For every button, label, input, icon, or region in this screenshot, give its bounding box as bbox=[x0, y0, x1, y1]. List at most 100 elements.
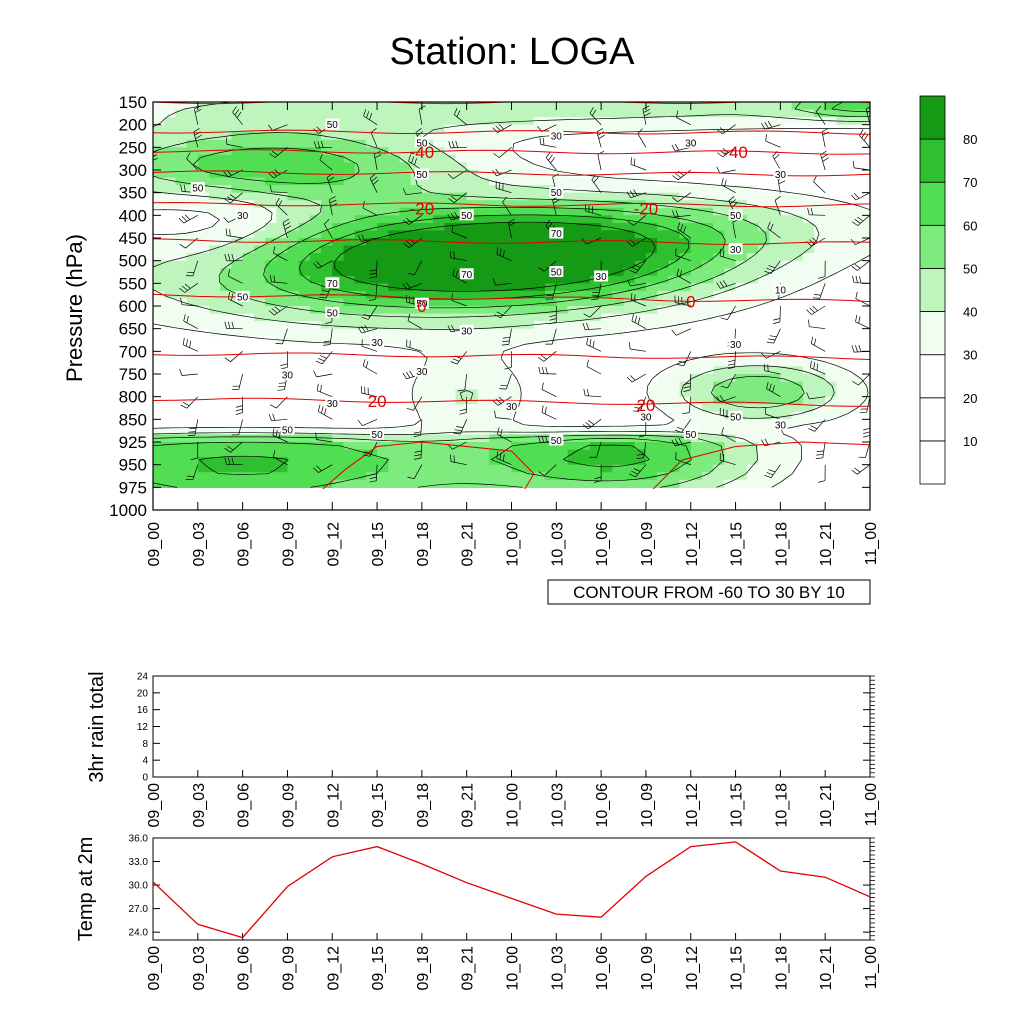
humidity-cell bbox=[589, 290, 602, 300]
humidity-cell bbox=[444, 275, 457, 284]
humidity-cell bbox=[421, 132, 434, 141]
humidity-cell bbox=[645, 479, 658, 488]
humidity-cell bbox=[365, 207, 378, 216]
humidity-cell bbox=[769, 358, 781, 368]
humidity-cell bbox=[153, 200, 165, 209]
humidity-cell bbox=[601, 132, 613, 141]
humidity-cell bbox=[186, 207, 199, 216]
humidity-cell bbox=[186, 366, 199, 375]
humidity-cell bbox=[836, 132, 849, 141]
humidity-cell bbox=[500, 109, 513, 118]
humidity-cell bbox=[724, 358, 737, 368]
humidity-cell bbox=[220, 381, 232, 390]
humidity-cell bbox=[735, 162, 748, 171]
humidity-cell bbox=[388, 374, 401, 383]
humidity-cell bbox=[847, 366, 860, 375]
humidity-cell bbox=[746, 479, 759, 488]
pressure-tick-label: 700 bbox=[119, 342, 147, 361]
humidity-cell bbox=[657, 434, 669, 443]
humidity-cell bbox=[265, 389, 277, 398]
humidity-cell bbox=[556, 457, 569, 466]
humidity-cell bbox=[612, 275, 625, 284]
wind-barb bbox=[357, 418, 378, 427]
humidity-cell bbox=[287, 162, 300, 171]
humidity-cell bbox=[354, 102, 367, 111]
humidity-cell bbox=[858, 139, 870, 148]
humidity-cell bbox=[500, 449, 513, 458]
humidity-cell bbox=[724, 306, 737, 315]
humidity-cell bbox=[545, 389, 557, 398]
humidity-cell bbox=[679, 253, 692, 262]
humidity-cell bbox=[825, 283, 837, 292]
humidity-cell bbox=[332, 374, 345, 383]
humidity-cell bbox=[623, 389, 636, 398]
humidity-cell bbox=[287, 419, 300, 428]
humidity-cell bbox=[769, 268, 781, 277]
humidity-cell bbox=[735, 230, 748, 239]
humidity-cell bbox=[197, 177, 210, 186]
humidity-cell bbox=[556, 449, 569, 458]
humidity-cell bbox=[197, 396, 210, 405]
wind-barb bbox=[360, 385, 378, 398]
humidity-cell bbox=[164, 442, 176, 451]
humidity-cell bbox=[421, 260, 434, 269]
humidity-cell bbox=[713, 215, 725, 224]
humidity-cell bbox=[153, 192, 165, 201]
humidity-cell bbox=[589, 457, 602, 466]
humidity-cell bbox=[769, 245, 781, 254]
humidity-cell bbox=[410, 245, 423, 254]
humidity-cell bbox=[399, 306, 412, 315]
humidity-cell bbox=[713, 472, 725, 481]
rh-label-bg bbox=[370, 428, 385, 440]
humidity-cell bbox=[477, 222, 490, 232]
humidity-cell bbox=[175, 192, 188, 201]
humidity-cell bbox=[433, 192, 445, 201]
humidity-cell bbox=[814, 343, 826, 352]
humidity-cell bbox=[399, 419, 412, 428]
humidity-cell bbox=[780, 162, 793, 171]
humidity-cell bbox=[164, 154, 176, 164]
humidity-cell bbox=[466, 154, 479, 164]
humidity-cell bbox=[153, 124, 165, 133]
humidity-cell bbox=[276, 449, 288, 458]
humidity-cell bbox=[645, 275, 658, 284]
humidity-cell bbox=[253, 124, 266, 133]
humidity-cell bbox=[556, 464, 569, 473]
humidity-cell bbox=[354, 479, 367, 488]
humidity-cell bbox=[758, 102, 770, 111]
humidity-cell bbox=[377, 381, 389, 390]
humidity-cell bbox=[814, 404, 826, 413]
humidity-cell bbox=[702, 245, 714, 254]
wind-barb bbox=[268, 169, 288, 179]
humidity-cell bbox=[410, 396, 423, 405]
humidity-cell bbox=[377, 185, 389, 194]
humidity-cell bbox=[657, 200, 669, 209]
humidity-cell bbox=[702, 117, 714, 126]
humidity-cell bbox=[545, 328, 557, 337]
humidity-cell bbox=[746, 117, 759, 126]
time-tick-label: 09_21 bbox=[460, 946, 477, 991]
humidity-cell bbox=[309, 222, 322, 232]
humidity-cell bbox=[377, 419, 389, 428]
humidity-cell bbox=[388, 464, 401, 473]
humidity-cell bbox=[421, 389, 434, 398]
humidity-cell bbox=[858, 442, 870, 451]
humidity-cell bbox=[265, 298, 277, 307]
humidity-cell bbox=[702, 132, 714, 141]
humidity-cell bbox=[153, 426, 165, 436]
humidity-cell bbox=[858, 147, 870, 156]
humidity-cell bbox=[713, 404, 725, 413]
humidity-cell bbox=[702, 215, 714, 224]
humidity-cell bbox=[533, 200, 546, 209]
wind-barb bbox=[806, 305, 826, 315]
humidity-cell bbox=[758, 479, 770, 488]
humidity-cell bbox=[601, 215, 613, 224]
wind-barb bbox=[810, 360, 826, 375]
humidity-cell bbox=[231, 381, 244, 390]
humidity-cell bbox=[769, 275, 781, 284]
humidity-cell bbox=[287, 336, 300, 345]
humidity-cell bbox=[657, 139, 669, 148]
humidity-cell bbox=[220, 102, 232, 111]
rh-contour-label: 30 bbox=[640, 413, 652, 424]
humidity-cell bbox=[365, 411, 378, 420]
